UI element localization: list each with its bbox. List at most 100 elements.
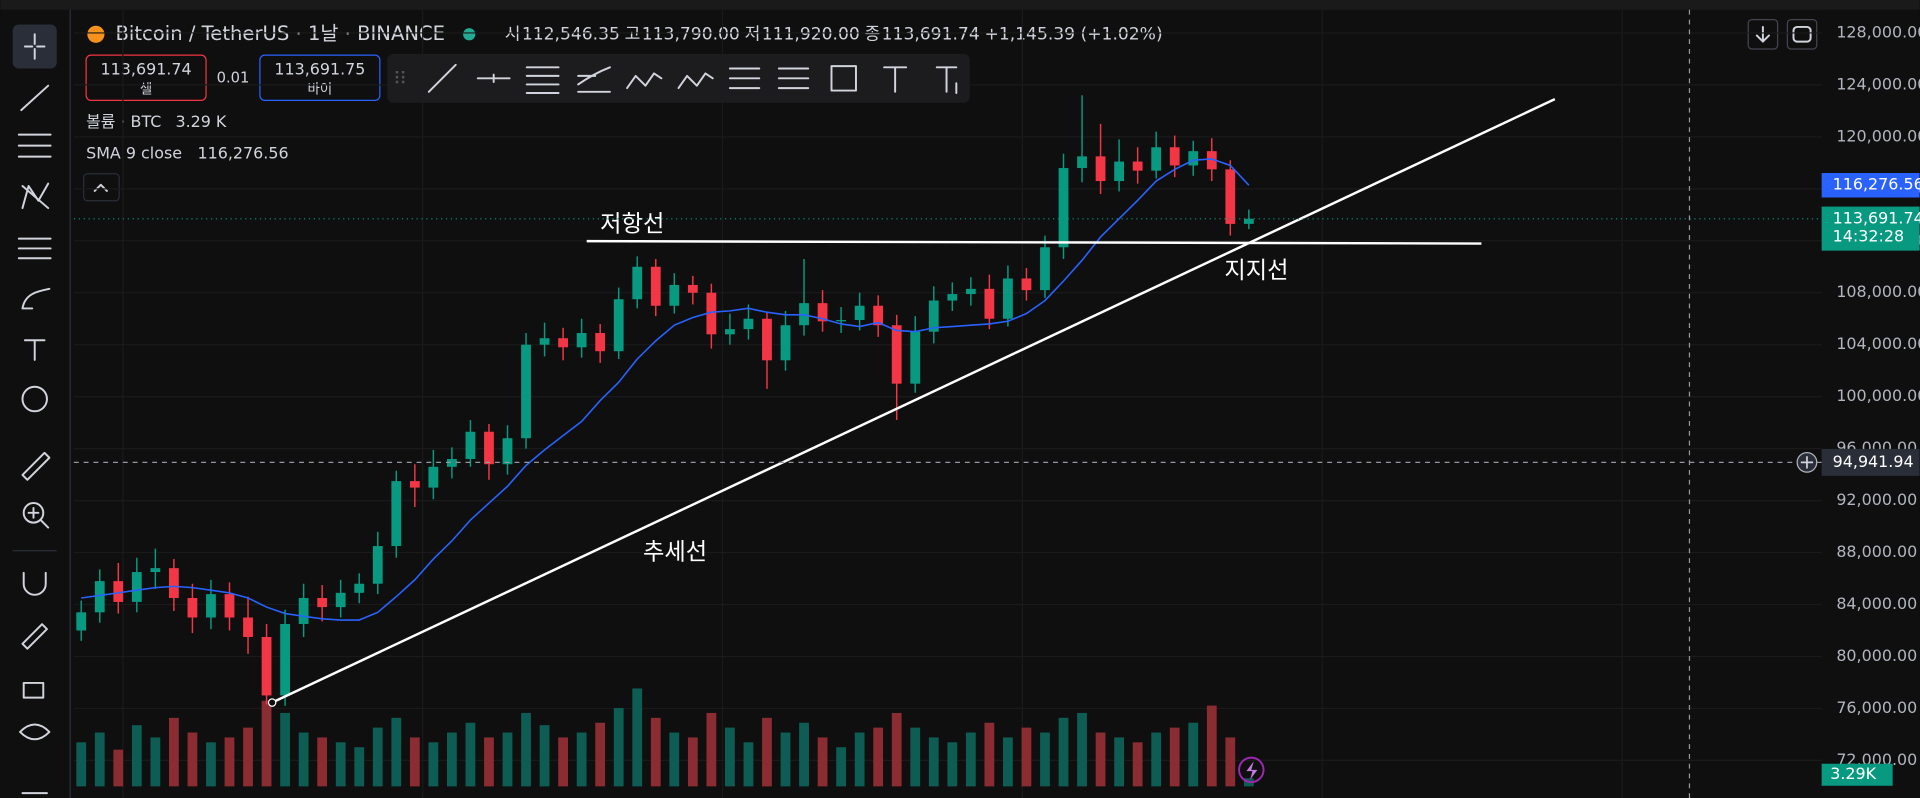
y-tick-label: 76,000.00 (1836, 698, 1917, 717)
dt-projection[interactable] (777, 67, 810, 90)
volume-bar (243, 727, 253, 787)
candle-body (1040, 247, 1050, 291)
candle-body (391, 481, 402, 547)
dt-horizontal-ray[interactable] (476, 73, 511, 83)
volume-bar (910, 727, 921, 787)
candle-body (206, 594, 216, 618)
fullscreen-button[interactable] (1786, 18, 1818, 50)
lock-tool[interactable] (22, 681, 45, 699)
forecast-tool[interactable] (17, 237, 52, 260)
volume-bar (94, 732, 105, 787)
candle-body (1095, 156, 1106, 182)
candle-body (335, 592, 346, 608)
ohlc-value: 111,920.00 (762, 24, 860, 44)
sell-button[interactable] (85, 54, 207, 101)
dt-pattern[interactable] (626, 72, 663, 90)
dt-parallel[interactable] (525, 66, 560, 94)
event-icon[interactable] (1238, 756, 1265, 784)
volume-bar (206, 742, 216, 787)
candle-body (76, 612, 87, 631)
volume-bar (465, 722, 476, 787)
volume-bar (743, 742, 754, 787)
text-tool[interactable] (23, 339, 46, 361)
buy-button[interactable] (259, 54, 381, 101)
last-price-box (1821, 206, 1920, 251)
fib-tool[interactable] (17, 133, 52, 158)
sell-label: 셀 (140, 81, 152, 97)
volume-bar (354, 747, 365, 787)
volume-bar (409, 737, 420, 787)
volume-bar (1132, 742, 1143, 787)
collapse-button[interactable] (83, 173, 120, 202)
candle-body (150, 568, 161, 573)
sma-price-label: 116,276.56 (1833, 175, 1920, 194)
dt-text[interactable] (883, 66, 908, 93)
candle-body (280, 623, 290, 696)
zoom-tool[interactable] (22, 502, 45, 524)
volume-bar (632, 688, 643, 787)
volume-bar (502, 732, 513, 787)
candle-body (836, 320, 846, 322)
magnet-tool[interactable] (22, 571, 47, 596)
annotation: 추세선 (643, 539, 707, 566)
volume-bar (650, 717, 661, 787)
y-tick-label: 88,000.00 (1836, 542, 1917, 561)
dt-anchored-text[interactable] (935, 66, 958, 94)
y-tick-label: 80,000.00 (1836, 646, 1917, 665)
candle-body (1169, 147, 1180, 166)
last-price-label: 113,691.74 (1833, 208, 1920, 227)
ohlc-value: 112,546.35 (522, 24, 620, 44)
volume-bar (224, 737, 235, 787)
brush-tool[interactable] (21, 287, 51, 310)
candle-body (613, 299, 624, 352)
volume-bar (76, 742, 87, 787)
sell-price: 113,691.74 (101, 59, 192, 78)
volume-bar (1114, 737, 1125, 787)
anchor-point (267, 698, 277, 707)
candle-body (409, 481, 420, 488)
add-alert-icon (1800, 456, 1814, 469)
y-tick-label: 100,000.00 (1836, 386, 1920, 405)
pattern-tool[interactable] (21, 182, 50, 210)
candle-body (298, 598, 309, 624)
volume-bar (539, 725, 550, 787)
dt-range[interactable] (728, 67, 761, 90)
volume-bar (1188, 722, 1199, 787)
dt-fib[interactable] (577, 66, 611, 93)
lock-drawing-tool[interactable] (21, 623, 48, 650)
candle-body (910, 331, 921, 384)
volume-bar (1206, 705, 1217, 787)
crosshair-tool[interactable] (12, 24, 57, 69)
candle-body (632, 266, 643, 300)
top-strip (0, 0, 1920, 10)
dt-trendline[interactable] (427, 63, 457, 93)
visibility-tool[interactable] (19, 723, 51, 741)
volume-bar (1040, 732, 1050, 787)
candle-body (447, 459, 457, 467)
candle-body (687, 284, 698, 293)
ruler-tool[interactable] (21, 451, 51, 481)
ohlc-label: 고 (625, 24, 641, 44)
crosshair-label: 94,941.94 (1833, 452, 1914, 471)
volume-bar (1151, 732, 1162, 787)
candle-body (113, 581, 124, 602)
emoji-tool[interactable] (21, 385, 48, 413)
y-tick-label: 124,000.00 (1836, 74, 1920, 93)
trendline-tool[interactable] (20, 84, 50, 112)
download-button[interactable] (1747, 18, 1779, 50)
crosshair-label-bg (1821, 448, 1920, 476)
candle-body (965, 288, 976, 295)
volume-bar (168, 717, 179, 787)
volume-title: 볼륨 · BTC (86, 112, 161, 131)
candle-body (1077, 156, 1087, 169)
volume-bar (928, 737, 939, 787)
volume-bar (799, 722, 809, 787)
candle-body (243, 617, 253, 637)
dt-pattern-abc[interactable] (677, 72, 714, 90)
ohlc-value: 113,691.74 (882, 24, 980, 44)
volume-value: 3.29 K (175, 112, 226, 131)
drag-handle[interactable] (395, 70, 405, 86)
y-tick-label: 84,000.00 (1836, 594, 1917, 613)
ohlc-label: 시 (505, 24, 521, 44)
dt-rectangle[interactable] (830, 65, 857, 92)
